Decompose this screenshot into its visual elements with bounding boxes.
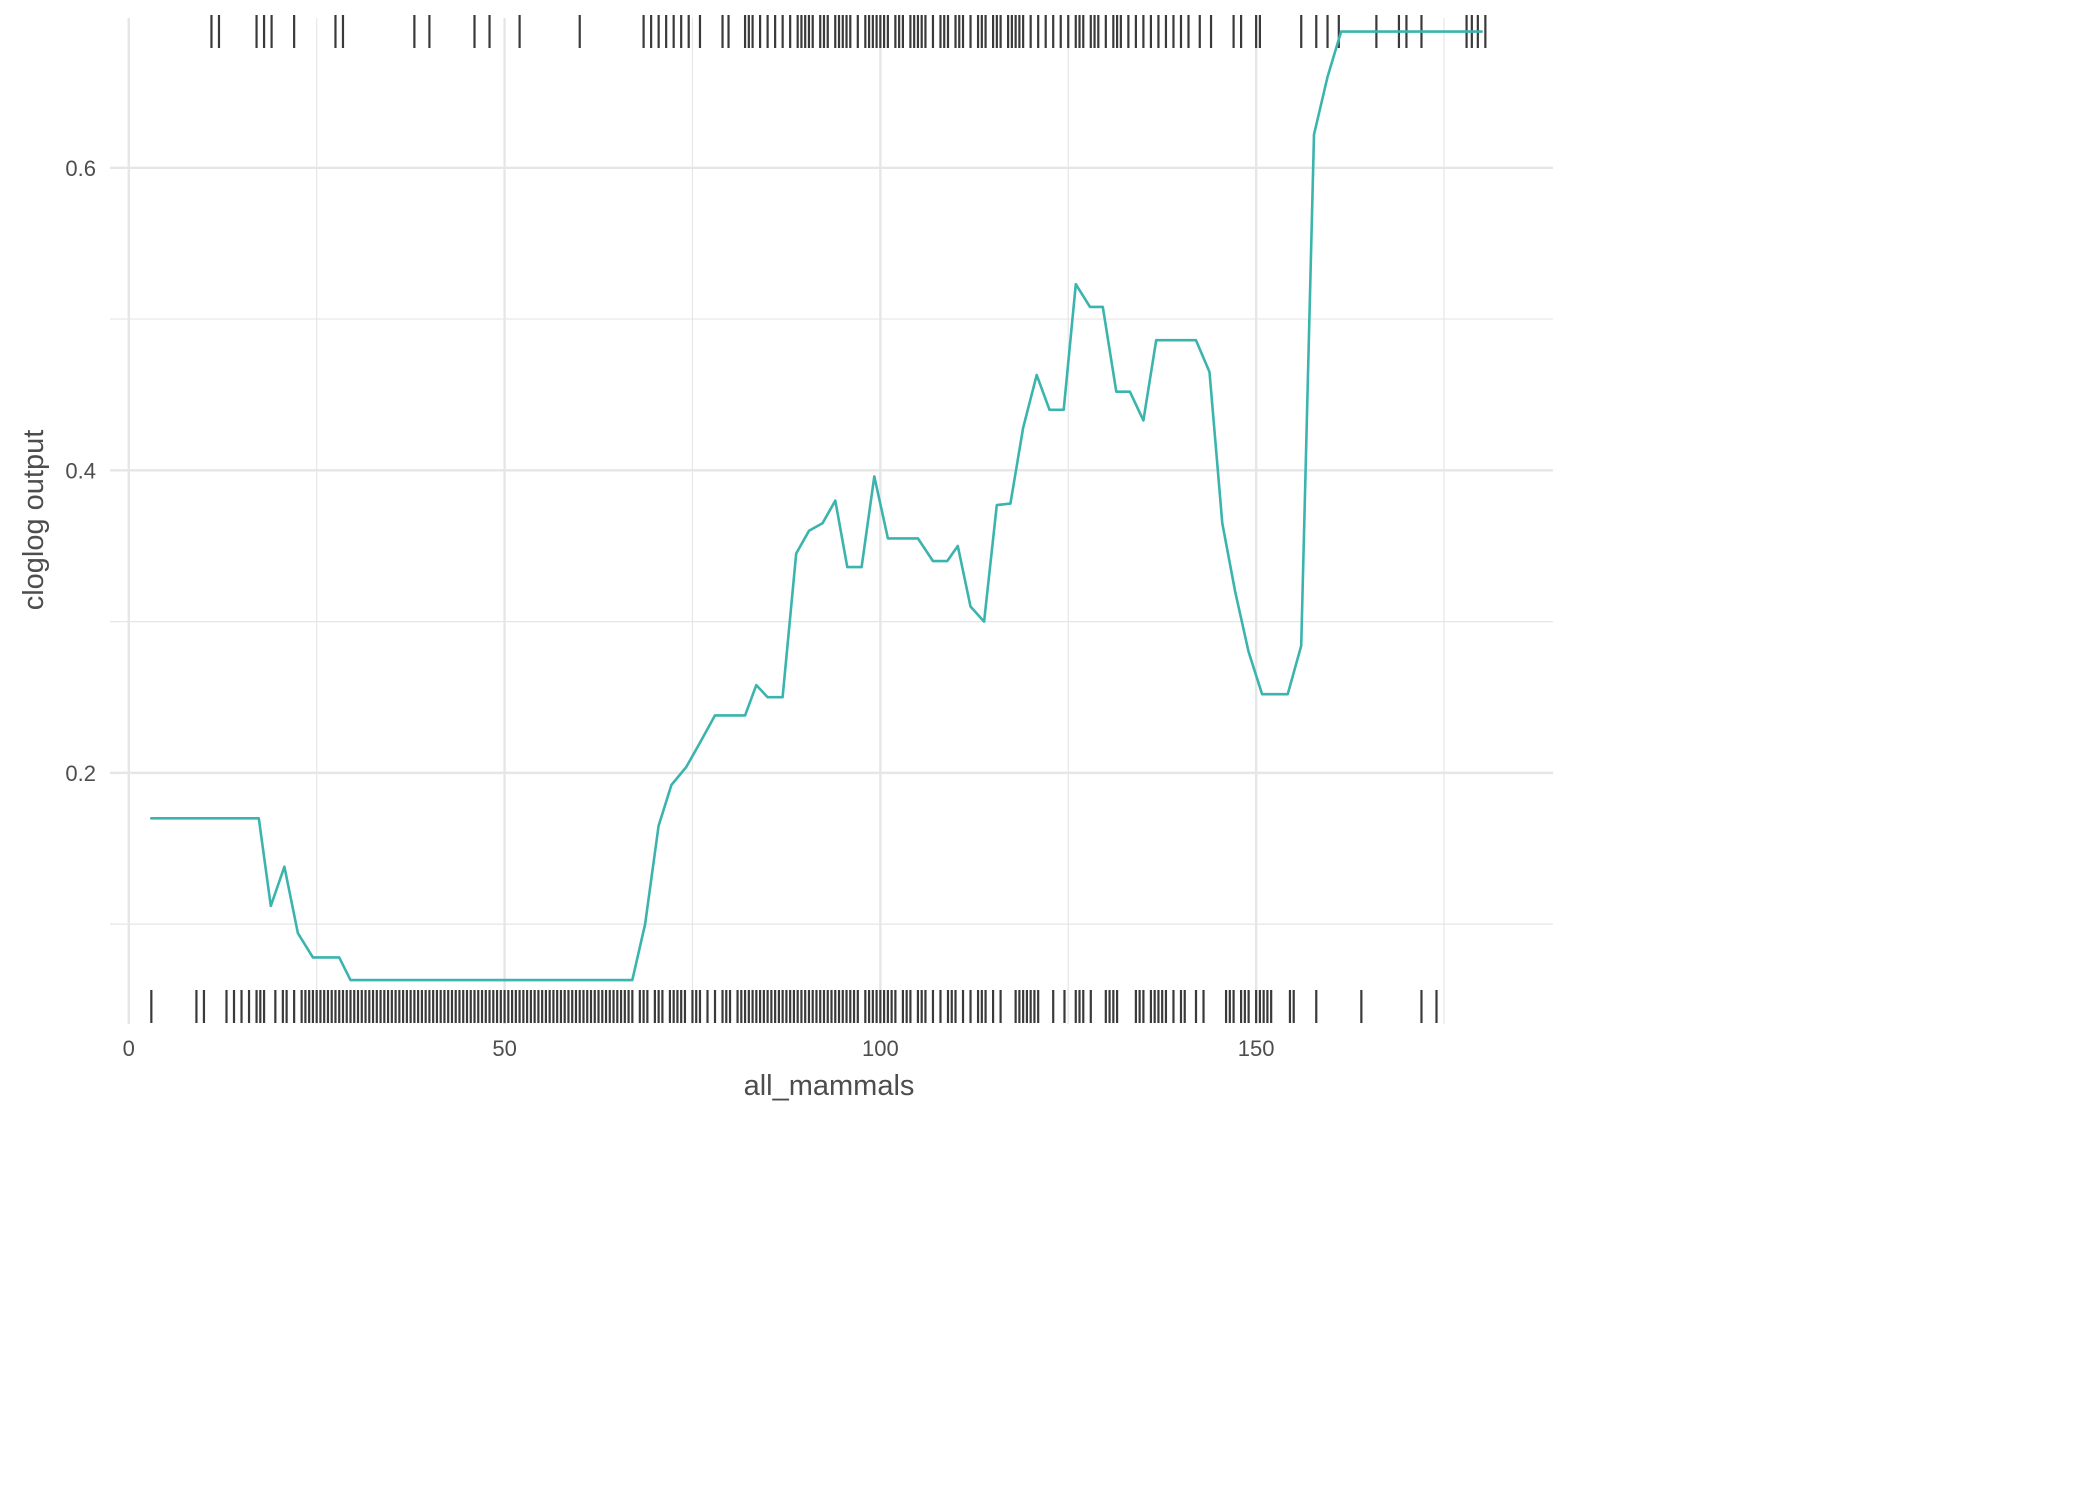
y-axis-title: cloglog output xyxy=(18,430,50,611)
x-axis-title: all_mammals xyxy=(744,1070,915,1102)
series-group xyxy=(150,30,1483,982)
chart-background xyxy=(0,0,1568,1118)
y-tick-labels: 0.2 0.4 0.6 xyxy=(65,156,96,786)
x-tick-label: 50 xyxy=(492,1036,516,1061)
rug-bottom xyxy=(150,990,1438,1023)
x-tick-labels: 0 50 100 150 xyxy=(123,1036,1275,1061)
y-tick-label: 0.6 xyxy=(65,156,96,181)
y-tick-label: 0.2 xyxy=(65,761,96,786)
x-tick-label: 100 xyxy=(862,1036,899,1061)
y-tick-label: 0.4 xyxy=(65,458,96,483)
line-chart: 0.2 0.4 0.6 0 50 100 150 all_mammals cloglog … xyxy=(0,0,1568,1118)
chart-root: 0.2 0.4 0.6 0 50 100 150 all_mammals cloglog … xyxy=(0,0,1568,1118)
x-tick-label: 0 xyxy=(123,1036,135,1061)
series-line-0 xyxy=(150,30,1483,982)
x-tick-label: 150 xyxy=(1238,1036,1275,1061)
rug-top xyxy=(210,15,1487,48)
gridlines xyxy=(110,18,1553,1024)
